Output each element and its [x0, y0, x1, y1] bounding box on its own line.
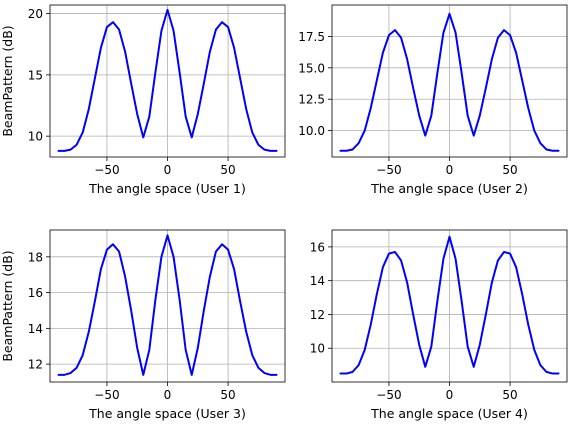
y-tick-label: 12	[310, 308, 325, 322]
subplot-2: −50 0 50 10.0 12.5 15.0 17.5 The angle space (U…	[298, 4, 568, 196]
x-axis-label: The angle space (User 1)	[88, 181, 246, 196]
y-tick-label: 18	[28, 250, 43, 264]
x-axis-label: The angle space (User 2)	[370, 181, 528, 196]
subplot-3: −50 0 50 12 14 16 18 The angle space (User 3) Be…	[0, 229, 286, 421]
x-tick-label: 50	[220, 388, 235, 402]
y-tick-label: 16	[28, 286, 43, 300]
y-tick-label: 15.0	[298, 61, 325, 75]
x-tick-label: −50	[376, 163, 401, 177]
y-tick-label: 16	[310, 240, 325, 254]
y-axis-label: BeamPattern (dB)	[0, 25, 15, 136]
y-tick-label: 15	[28, 68, 43, 82]
series-line	[339, 235, 560, 375]
y-tick-label: 14	[28, 322, 43, 336]
x-tick-label: −50	[94, 388, 119, 402]
y-tick-label: 10	[310, 342, 325, 356]
x-tick-label: −50	[94, 163, 119, 177]
y-tick-label: 12	[28, 358, 43, 372]
x-tick-label: 50	[220, 163, 235, 177]
series-line	[57, 8, 278, 152]
x-axis-label: The angle space (User 3)	[88, 406, 246, 421]
x-tick-label: 0	[446, 388, 454, 402]
x-tick-label: 0	[446, 163, 454, 177]
subplot-4: −50 0 50 10 12 14 16 The angle space (User 4)	[310, 229, 568, 421]
y-tick-label: 12.5	[298, 93, 325, 107]
subplot-1: −50 0 50 10 15 20 The angle space (User 1) Beam…	[0, 4, 286, 196]
x-tick-label: −50	[376, 388, 401, 402]
series-line	[339, 12, 560, 152]
series-line	[57, 234, 278, 376]
y-tick-label: 20	[28, 7, 43, 21]
y-tick-label: 14	[310, 274, 325, 288]
x-tick-label: 0	[164, 388, 172, 402]
y-tick-label: 17.5	[298, 30, 325, 44]
y-axis-label: BeamPattern (dB)	[0, 250, 15, 361]
x-tick-label: 50	[502, 388, 517, 402]
x-tick-label: 0	[164, 163, 172, 177]
y-tick-label: 10.0	[298, 124, 325, 138]
x-axis-label: The angle space (User 4)	[370, 406, 528, 421]
x-tick-label: 50	[502, 163, 517, 177]
y-tick-label: 10	[28, 130, 43, 144]
